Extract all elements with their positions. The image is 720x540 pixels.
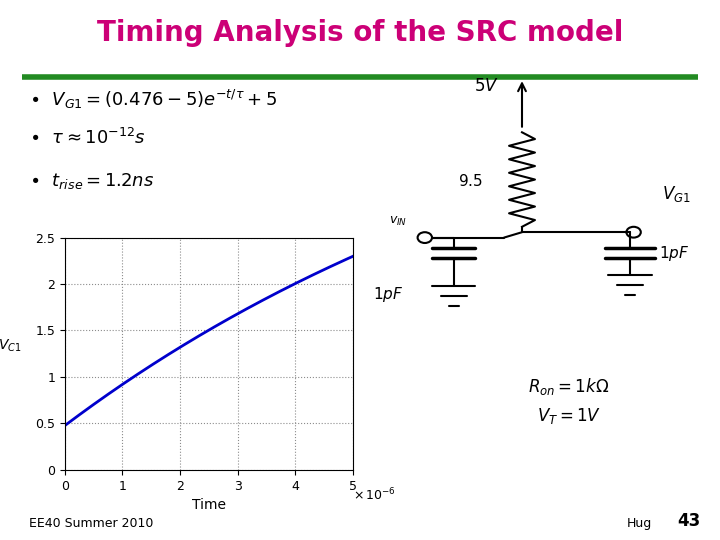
Text: $V_{G1}$: $V_{G1}$ — [662, 184, 691, 205]
Text: 43: 43 — [677, 512, 700, 530]
Text: $V_T = 1V$: $V_T = 1V$ — [536, 406, 601, 426]
Text: $v_{IN}$: $v_{IN}$ — [389, 215, 407, 228]
Text: EE40 Summer 2010: EE40 Summer 2010 — [29, 517, 153, 530]
X-axis label: Time: Time — [192, 498, 226, 512]
Text: $\bullet$  $V_{G1} = (0.476 - 5)e^{-t/\tau} + 5$: $\bullet$ $V_{G1} = (0.476 - 5)e^{-t/\ta… — [29, 89, 277, 111]
Text: $9.5$: $9.5$ — [457, 173, 482, 189]
Text: $\times\,10^{-6}$: $\times\,10^{-6}$ — [353, 487, 396, 503]
Text: $1pF$: $1pF$ — [659, 244, 689, 264]
Y-axis label: $V_{C1}$: $V_{C1}$ — [0, 338, 22, 354]
Text: $\bullet$  $t_{rise} = 1.2ns$: $\bullet$ $t_{rise} = 1.2ns$ — [29, 171, 154, 191]
Text: Timing Analysis of the SRC model: Timing Analysis of the SRC model — [96, 19, 624, 47]
Text: Hug: Hug — [626, 517, 652, 530]
Text: $\bullet$  $\tau \approx 10^{-12}s$: $\bullet$ $\tau \approx 10^{-12}s$ — [29, 127, 145, 148]
Text: $1pF$: $1pF$ — [373, 285, 403, 304]
Text: $5V$: $5V$ — [474, 78, 498, 95]
Text: $R_{on} = 1k\Omega$: $R_{on} = 1k\Omega$ — [528, 376, 609, 396]
